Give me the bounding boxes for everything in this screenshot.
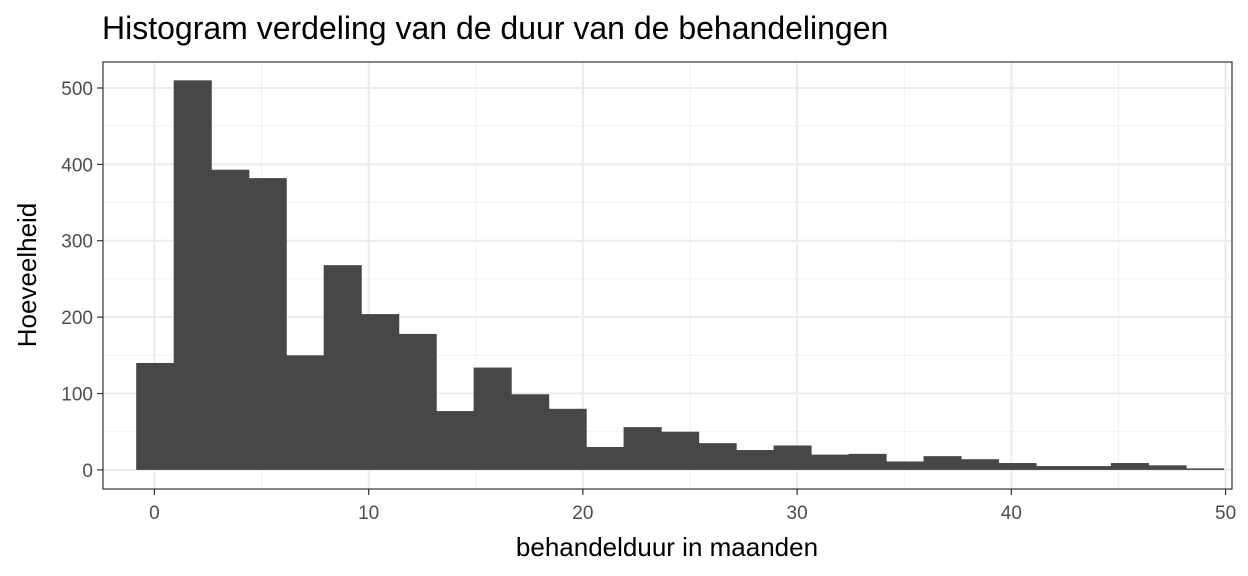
histogram-bars — [136, 80, 1225, 470]
y-tick-label: 200 — [61, 308, 93, 329]
histogram-bar — [361, 314, 400, 470]
x-axis-ticks: 0 10 20 30 40 50 — [149, 489, 1236, 524]
y-tick-label: 100 — [61, 385, 93, 406]
histogram-bar — [473, 367, 512, 470]
histogram-bar — [848, 453, 887, 470]
histogram-bar — [398, 333, 437, 470]
histogram-bar — [211, 169, 250, 470]
y-tick-label: 400 — [61, 155, 93, 176]
histogram-bar — [736, 450, 775, 470]
x-tick-label: 0 — [149, 503, 160, 524]
histogram-bar — [323, 265, 362, 470]
histogram-bar — [923, 456, 962, 470]
x-tick-label: 10 — [358, 503, 379, 524]
histogram-bar — [286, 355, 325, 470]
histogram-bar — [1110, 463, 1150, 470]
y-tick-label: 0 — [82, 461, 93, 482]
y-axis-title: Hoeveelheid — [12, 203, 42, 348]
histogram-bar — [173, 80, 212, 470]
x-tick-label: 30 — [787, 503, 808, 524]
histogram-bar — [811, 454, 850, 470]
x-tick-label: 50 — [1215, 503, 1236, 524]
x-tick-label: 20 — [572, 503, 593, 524]
x-axis-title: behandelduur in maanden — [516, 532, 818, 562]
histogram-bar — [136, 362, 175, 470]
histogram-bar — [1035, 466, 1075, 470]
histogram-bar — [623, 427, 662, 470]
histogram-bar — [586, 446, 625, 470]
plot-panel-border — [102, 61, 1233, 490]
histogram-bar — [1148, 465, 1187, 470]
histogram-bar — [548, 408, 587, 470]
y-tick-label: 500 — [61, 79, 93, 100]
histogram-bar — [511, 394, 550, 470]
histogram-bar — [698, 443, 737, 470]
histogram-bar — [960, 459, 1000, 470]
histogram-bar — [886, 461, 925, 470]
x-tick-label: 40 — [1001, 503, 1022, 524]
histogram-bar — [773, 445, 812, 470]
y-axis-ticks: 0 100 200 300 400 500 — [61, 79, 103, 482]
histogram-bar — [436, 411, 475, 470]
histogram-bar — [248, 178, 287, 470]
histogram-bar — [998, 463, 1037, 470]
y-tick-label: 300 — [61, 232, 93, 253]
histogram-bar — [1185, 468, 1225, 470]
chart-title: Histogram verdeling van de duur van de b… — [102, 10, 888, 46]
histogram-bar — [1073, 466, 1112, 470]
histogram-bar — [661, 431, 700, 470]
